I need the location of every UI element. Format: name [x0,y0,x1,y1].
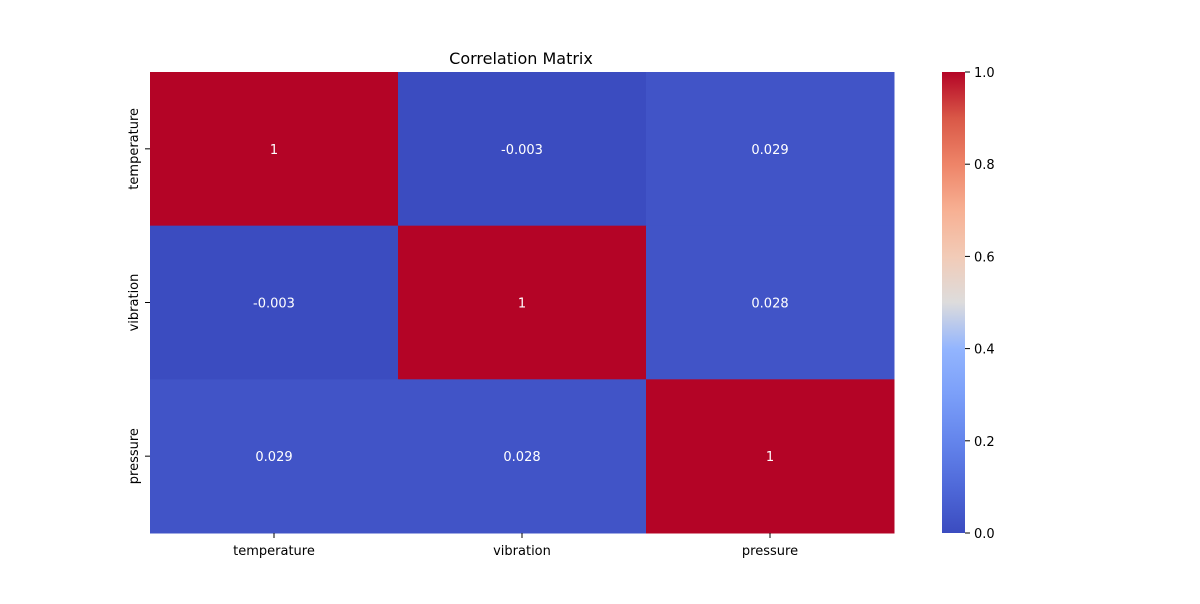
heatmap-cell-pressure-temperature [150,379,399,534]
cell-annotation-temperature-temperature: 1 [270,143,278,158]
heatmap-cell-pressure-pressure [646,379,895,534]
cell-annotation-pressure-vibration: 0.028 [503,450,540,465]
x-axis: temperature vibration pressure [233,533,798,559]
colorbar-ticks: 0.0 0.2 0.4 0.6 0.8 1.0 [965,66,995,542]
cell-annotation-vibration-temperature: -0.003 [253,297,295,312]
heatmap-cell-temperature-vibration [398,72,647,227]
heatmap-annotations: 1 -0.003 0.029 -0.003 1 0.028 0.029 0.028 1 [253,143,789,465]
heatmap-cell-vibration-pressure [646,225,895,380]
chart-title: Correlation Matrix [449,49,593,68]
y-axis: temperature vibration pressure [127,108,150,484]
x-tick-label-temperature: temperature [233,544,315,559]
cell-annotation-pressure-pressure: 1 [766,450,774,465]
colorbar-tick-label-5: 1.0 [974,66,995,81]
y-tick-label-vibration: vibration [127,274,142,332]
colorbar-gradient [942,72,965,533]
heatmap-cell-vibration-temperature [150,225,399,380]
cell-annotation-temperature-vibration: -0.003 [501,143,543,158]
heatmap-cells [150,72,895,534]
colorbar-tick-label-2: 0.4 [974,343,995,358]
heatmap-cell-vibration-vibration [398,225,647,380]
cell-annotation-temperature-pressure: 0.029 [751,143,788,158]
colorbar-tick-label-1: 0.2 [974,435,995,450]
colorbar-tick-label-3: 0.6 [974,250,995,265]
heatmap-cell-temperature-pressure [646,72,895,227]
heatmap-cell-pressure-vibration [398,379,647,534]
y-tick-label-pressure: pressure [127,428,142,484]
cell-annotation-pressure-temperature: 0.029 [255,450,292,465]
colorbar: 0.0 0.2 0.4 0.6 0.8 1.0 [942,66,995,542]
cell-annotation-vibration-pressure: 0.028 [751,297,788,312]
colorbar-tick-label-4: 0.8 [974,158,995,173]
colorbar-tick-label-0: 0.0 [974,527,995,542]
x-tick-label-pressure: pressure [742,544,798,559]
cell-annotation-vibration-vibration: 1 [518,297,526,312]
x-tick-label-vibration: vibration [493,544,551,559]
y-tick-label-temperature: temperature [127,108,142,190]
heatmap-cell-temperature-temperature [150,72,399,227]
